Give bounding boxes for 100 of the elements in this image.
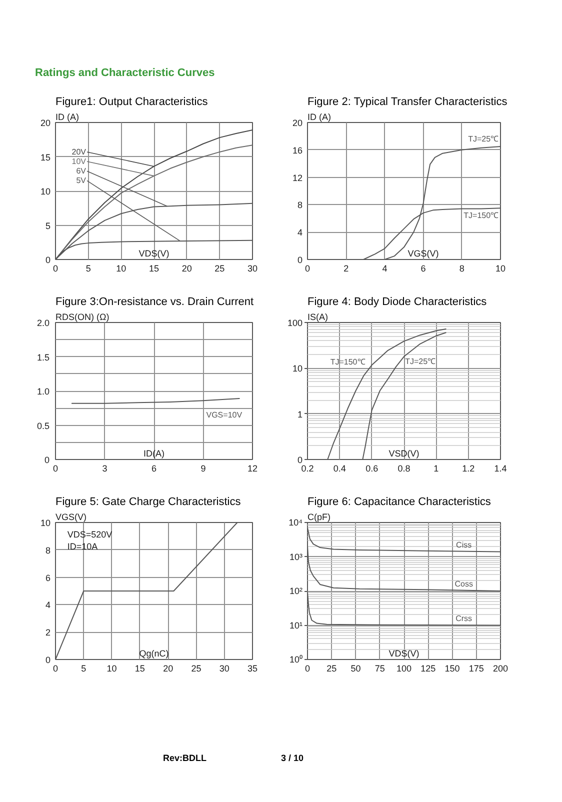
x-tick-label: 150: [444, 664, 460, 674]
text: 6V: [76, 166, 87, 176]
y-axis-title: ID (A): [56, 112, 79, 122]
x-tick-label: 0.8: [398, 464, 410, 474]
y-tick-label: 4: [297, 228, 303, 238]
y-tick-label: 10¹: [289, 620, 303, 630]
x-tick-label: 25: [326, 664, 337, 674]
chart-title: Figure 5: Gate Charge Characteristics: [56, 496, 242, 508]
y-axis-title: C(pF): [308, 512, 330, 522]
series-label: TJ=25℃: [468, 134, 499, 144]
x-tick-label: 20: [182, 264, 192, 274]
x-tick-label: 9: [200, 464, 206, 474]
text: 20V: [72, 147, 87, 156]
x-tick-label: 35: [247, 664, 258, 674]
x-tick-label: 100: [396, 664, 412, 674]
y-tick-label: 1: [297, 409, 303, 420]
chart-title: Figure 3:On-resistance vs. Drain Current: [56, 296, 254, 308]
x-tick-label: 2: [344, 264, 349, 274]
y-tick-label: 0.5: [36, 420, 50, 431]
y-tick-label: 10: [292, 364, 303, 374]
y-axis-title: ID (A): [308, 112, 331, 122]
x-axis-title: VSD(V): [388, 448, 420, 458]
x-tick-label: 20: [163, 664, 174, 674]
y-tick-label: 6: [45, 572, 51, 583]
x-tick-label: 12: [247, 464, 258, 474]
x-tick-label: 6: [151, 464, 157, 474]
y-tick-label: 10⁴: [288, 518, 303, 528]
y-tick-label: 10⁰: [289, 654, 303, 664]
series-label: TJ=25℃: [405, 357, 436, 366]
y-tick-label: 12: [292, 172, 303, 183]
x-tick-label: 30: [219, 664, 230, 674]
x-tick-label: 0: [52, 264, 58, 274]
x-tick-label: 0.2: [301, 464, 314, 474]
y-tick-label: 4: [45, 600, 51, 610]
text: 3 / 10: [281, 752, 304, 765]
y-tick-label: 1.0: [36, 386, 50, 396]
x-tick-label: 5: [81, 664, 86, 674]
x-tick-label: 5: [86, 264, 91, 274]
x-tick-label: 30: [247, 264, 258, 274]
x-tick-label: 0: [52, 664, 58, 674]
y-tick-label: 16: [292, 145, 303, 156]
y-tick-label: 20: [292, 118, 303, 128]
y-tick-label: 0: [44, 455, 50, 465]
y-tick-label: 0: [297, 455, 303, 465]
x-axis-title: ID(A): [144, 448, 164, 458]
y-axis-title: VGS(V): [56, 512, 87, 522]
series-label: Crss: [456, 614, 472, 624]
x-tick-label: 10: [495, 264, 506, 274]
y-tick-label: 20: [40, 118, 51, 128]
text: Ratings and Characteristic Curves: [35, 66, 215, 81]
y-tick-label: 100: [287, 318, 303, 328]
y-tick-label: 10: [40, 518, 51, 528]
x-tick-label: 25: [191, 664, 202, 674]
y-tick-label: 1.5: [36, 352, 50, 362]
chart-title: Figure1: Output Characteristics: [56, 96, 208, 108]
x-tick-label: 200: [492, 664, 508, 674]
x-tick-label: 1.4: [494, 464, 507, 474]
x-tick-label: 15: [134, 664, 145, 674]
y-tick-label: 0: [45, 255, 51, 265]
annotation: VDS=520V: [67, 529, 112, 540]
x-axis-title: VDS(V): [138, 248, 170, 258]
series-label: TJ=150℃: [464, 211, 499, 220]
x-tick-label: 1: [434, 464, 439, 474]
x-tick-label: 6: [420, 264, 426, 274]
chart-title: Figure 2: Typical Transfer Characteristics: [308, 96, 508, 108]
x-tick-label: 175: [468, 664, 484, 674]
x-axis-title: VDS(V): [388, 648, 420, 658]
x-tick-label: 1.2: [462, 464, 475, 474]
x-axis-title: Qg(nC): [139, 648, 169, 658]
text: 5V: [76, 176, 87, 186]
y-tick-label: 0: [45, 655, 51, 665]
y-axis-title: RDS(ON) (Ω): [56, 312, 110, 322]
text: 10V: [72, 157, 87, 166]
chart-title: Figure 4: Body Diode Characteristics: [308, 296, 488, 308]
x-tick-label: 10: [106, 664, 117, 674]
y-tick-label: 15: [40, 152, 51, 162]
y-tick-label: 8: [45, 545, 51, 556]
x-tick-label: 125: [420, 664, 436, 674]
y-tick-label: 2: [45, 628, 51, 638]
x-tick-label: 8: [459, 264, 464, 274]
y-tick-label: 10³: [289, 552, 303, 562]
x-tick-label: 75: [374, 664, 385, 674]
x-axis-title: VGS(V): [408, 248, 439, 258]
chart-title: Figure 6: Capacitance Characteristics: [308, 496, 492, 508]
x-tick-label: 0: [304, 264, 310, 274]
x-tick-label: 0: [52, 464, 58, 474]
y-tick-label: 10: [40, 186, 51, 196]
annotation: ID=10A: [67, 542, 98, 552]
y-tick-label: 8: [297, 200, 303, 210]
y-axis-title: IS(A): [308, 312, 328, 322]
x-tick-label: 0: [304, 664, 310, 674]
x-tick-label: 15: [148, 264, 160, 274]
x-tick-label: 50: [350, 664, 361, 674]
x-tick-label: 0.4: [333, 464, 346, 474]
y-tick-label: 2.0: [36, 318, 50, 328]
x-tick-label: 25: [214, 264, 225, 274]
text: Rev:BDLL: [163, 752, 207, 765]
series-label: Coss: [454, 579, 473, 588]
x-tick-label: 10: [116, 264, 126, 274]
x-tick-label: 0.6: [366, 464, 378, 474]
